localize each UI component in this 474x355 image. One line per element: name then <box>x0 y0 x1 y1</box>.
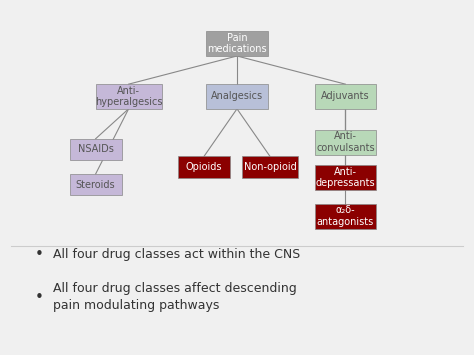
Text: Non-opioid: Non-opioid <box>244 162 296 172</box>
FancyBboxPatch shape <box>178 156 230 178</box>
Text: All four drug classes affect descending
pain modulating pathways: All four drug classes affect descending … <box>53 282 297 312</box>
Text: Adjuvants: Adjuvants <box>321 92 370 102</box>
Text: •: • <box>35 290 44 305</box>
FancyBboxPatch shape <box>96 84 162 109</box>
FancyBboxPatch shape <box>206 31 268 56</box>
FancyBboxPatch shape <box>315 165 376 190</box>
FancyBboxPatch shape <box>70 139 121 160</box>
FancyBboxPatch shape <box>315 204 376 229</box>
Text: Steroids: Steroids <box>76 180 116 190</box>
FancyBboxPatch shape <box>70 174 121 195</box>
FancyBboxPatch shape <box>206 84 268 109</box>
Text: Analgesics: Analgesics <box>211 92 263 102</box>
Text: Anti-
convulsants: Anti- convulsants <box>316 131 374 153</box>
Text: Anti-
hyperalgesics: Anti- hyperalgesics <box>95 86 163 107</box>
Text: NSAIDs: NSAIDs <box>78 144 114 154</box>
Text: Opioids: Opioids <box>186 162 222 172</box>
Text: α₂δ-
antagonists: α₂δ- antagonists <box>317 206 374 227</box>
FancyBboxPatch shape <box>242 156 298 178</box>
Text: Anti-
depressants: Anti- depressants <box>316 167 375 188</box>
FancyBboxPatch shape <box>315 84 376 109</box>
Text: •: • <box>35 247 44 262</box>
Text: All four drug classes act within the CNS: All four drug classes act within the CNS <box>53 248 301 262</box>
FancyBboxPatch shape <box>315 130 376 155</box>
Text: Pain
medications: Pain medications <box>207 33 267 54</box>
